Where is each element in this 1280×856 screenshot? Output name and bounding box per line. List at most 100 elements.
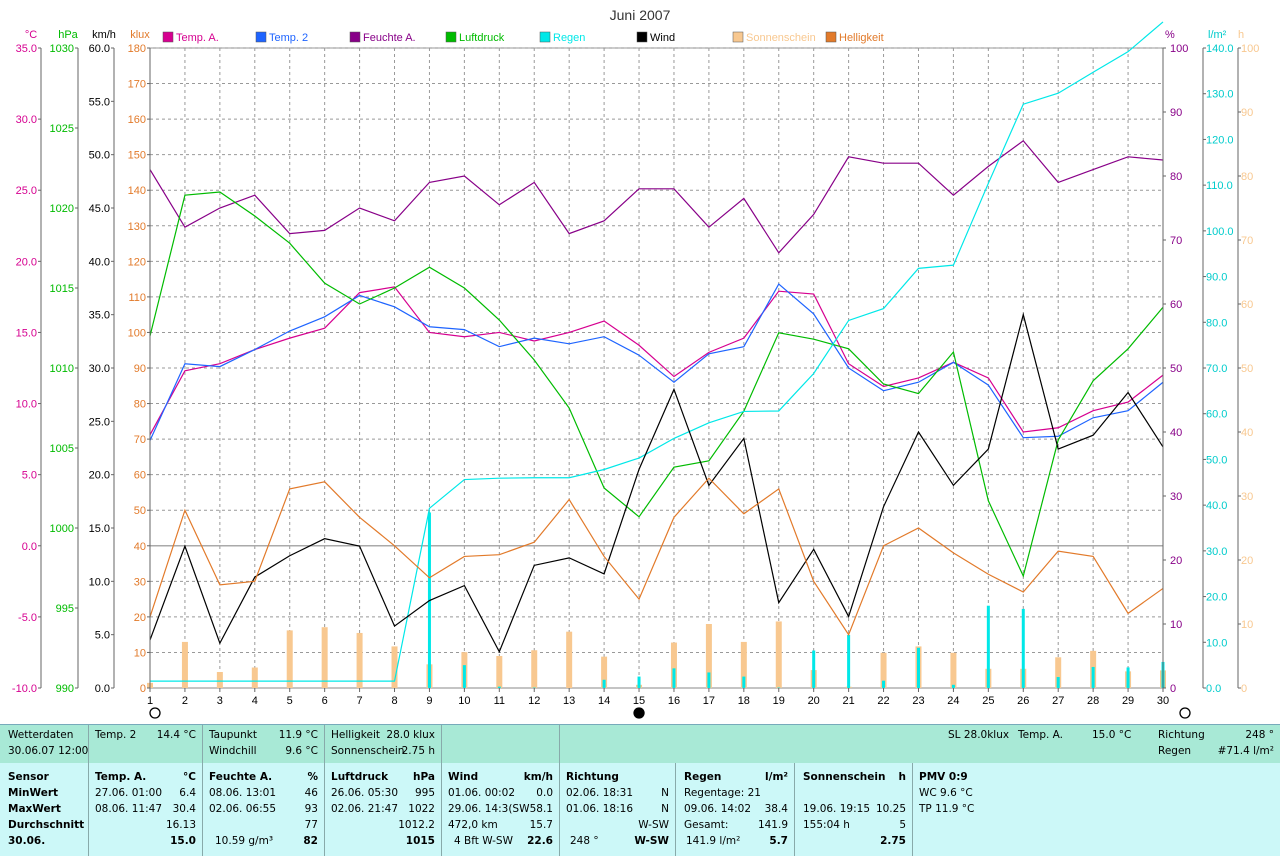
axis-tick-label-humidity: 0	[1170, 683, 1176, 695]
x-tick-label: 25	[982, 695, 994, 707]
axis-tick-label-pressure: 1015	[50, 283, 74, 295]
stats-tempa-max-val: 30.4	[172, 803, 196, 815]
bar-rain-day-22	[882, 680, 886, 688]
bar-sun-day-11	[496, 656, 503, 688]
stats-feuchte-max-date: 02.06. 06:55	[209, 803, 276, 815]
axis-tick-label-lux: 90	[134, 363, 146, 375]
axis-tick-label-lux: 70	[134, 434, 146, 446]
axis-tick-label-temp: 5.0	[22, 470, 37, 482]
axis-tick-label-rain: 130.0	[1206, 89, 1234, 101]
summary-richtung-label: Richtung	[1158, 729, 1205, 741]
bar-rain-day-14	[602, 679, 606, 688]
axis-tick-label-lux: 100	[128, 327, 146, 339]
axis-tick-label-sun: 100	[1241, 43, 1259, 55]
axis-tick-label-wind: 15.0	[89, 523, 110, 535]
axis-tick-label-lux: 60	[134, 470, 146, 482]
x-tick-label: 18	[738, 695, 750, 707]
x-tick-label: 23	[912, 695, 924, 707]
bar-rain-day-23	[916, 647, 920, 688]
axis-tick-label-pressure: 1010	[50, 363, 74, 375]
axis-tick-label-humidity: 100	[1170, 43, 1188, 55]
stats-sonne-total: 155:04 h	[803, 819, 850, 831]
axis-tick-label-humidity: 10	[1170, 619, 1182, 631]
stats-feuchte-max-val: 93	[304, 803, 318, 815]
x-tick-label: 10	[458, 695, 470, 707]
summary-helligkeit-value: 28.0 klux	[386, 729, 435, 741]
axis-tick-label-wind: 30.0	[89, 363, 110, 375]
legend-swatch	[636, 31, 648, 43]
chart-axes: °C-10.0-5.00.05.010.015.020.025.030.035.…	[12, 29, 1259, 707]
stats-sensor-label: Sensor	[8, 771, 49, 783]
x-tick-label: 6	[322, 695, 328, 707]
stats-sonne-head: Sonnenschein	[803, 771, 886, 783]
bar-sun-day-3	[216, 672, 223, 688]
axis-tick-label-temp: 10.0	[16, 399, 37, 411]
axis-tick-label-lux: 180	[128, 43, 146, 55]
stats-feuchte-min-date: 08.06. 13:01	[209, 787, 276, 799]
bar-sun-day-5	[286, 630, 293, 688]
axis-tick-label-rain: 60.0	[1206, 409, 1227, 421]
axis-unit-humidity: %	[1165, 29, 1175, 41]
axis-unit-rain: l/m²	[1208, 29, 1227, 41]
stats-feuchte-min-val: 46	[304, 787, 318, 799]
legend-label: Feuchte A.	[363, 32, 416, 44]
stats-wind-min-date: 01.06. 00:02	[448, 787, 515, 799]
legend-swatch	[825, 31, 837, 43]
bar-rain-day-26	[1021, 608, 1025, 688]
x-tick-label: 22	[877, 695, 889, 707]
axis-tick-label-temp: 35.0	[16, 43, 37, 55]
summary-windchill-label: Windchill	[209, 745, 257, 757]
summary-sonnenschein-label: Sonnenschein	[331, 745, 405, 757]
chart-title: Juni 2007	[610, 7, 671, 23]
stats-luftdruck-head: Luftdruck	[331, 771, 389, 783]
series-line-helligkeit	[149, 477, 1164, 636]
stats-wind-dist: 472,0 km	[448, 819, 498, 831]
stats-sonne-unit: h	[898, 771, 906, 783]
axis-tick-label-humidity: 80	[1170, 171, 1182, 183]
stats-luftdruck-cur: 1015	[405, 835, 435, 847]
stats-regen-gesamt-val: 141.9	[757, 819, 788, 831]
bar-rain-day-11	[497, 686, 501, 688]
bar-rain-day-10	[462, 665, 466, 688]
bar-sun-day-14	[601, 656, 608, 688]
axis-tick-label-pressure: 1025	[50, 123, 74, 135]
stats-regen-cur: 5.7	[769, 835, 788, 847]
stats-tempa-head: Temp. A.	[95, 771, 147, 783]
statistics-panel: Sensor MinWert MaxWert Durchschnitt 30.0…	[0, 763, 1280, 856]
legend-label: Temp. A.	[176, 32, 219, 44]
bar-sun-day-13	[566, 631, 573, 688]
bar-sun-day-4	[251, 667, 258, 688]
axis-tick-label-lux: 30	[134, 576, 146, 588]
stats-tempa-unit: °C	[183, 771, 196, 783]
axis-tick-label-wind: 55.0	[89, 96, 110, 108]
bar-rain-day-28	[1091, 666, 1095, 688]
stats-richtung-avg: W-SW	[638, 819, 669, 831]
axis-tick-label-lux: 50	[134, 505, 146, 517]
x-tick-label: 16	[668, 695, 680, 707]
x-tick-label: 28	[1087, 695, 1099, 707]
bar-sun-day-22	[880, 652, 887, 688]
stats-richtung-min-date: 02.06. 18:31	[566, 787, 633, 799]
series-line-temp-2	[149, 283, 1164, 441]
axis-tick-label-lux: 170	[128, 79, 146, 91]
series-line-luftdruck	[149, 191, 1164, 578]
summary-tempa-value: 15.0 °C	[1092, 729, 1132, 741]
axis-tick-label-rain: 80.0	[1206, 317, 1227, 329]
axis-tick-label-pressure: 1030	[50, 43, 74, 55]
bar-rain-day-29	[1126, 667, 1130, 688]
axis-tick-label-temp: 15.0	[16, 327, 37, 339]
axis-tick-label-temp: 20.0	[16, 256, 37, 268]
legend-label: Temp. 2	[269, 32, 308, 44]
axis-tick-label-sun: 0	[1241, 683, 1247, 695]
x-tick-label: 26	[1017, 695, 1029, 707]
chart-legend: Temp. A. Temp. 2 Feuchte A. Luftdruck Regen W…	[162, 31, 884, 44]
axis-tick-label-pressure: 1020	[50, 203, 74, 215]
summary-sl-text: SL 28.0klux	[948, 729, 1010, 741]
series-line-wind	[149, 312, 1164, 654]
bar-sun-day-7	[356, 632, 363, 688]
stats-feuchte-head: Feuchte A.	[209, 771, 273, 783]
x-tick-label: 20	[808, 695, 820, 707]
bar-rain-day-20	[812, 650, 816, 688]
bar-sun-day-16	[670, 642, 677, 688]
stats-date-label: 30.06.	[8, 835, 46, 847]
